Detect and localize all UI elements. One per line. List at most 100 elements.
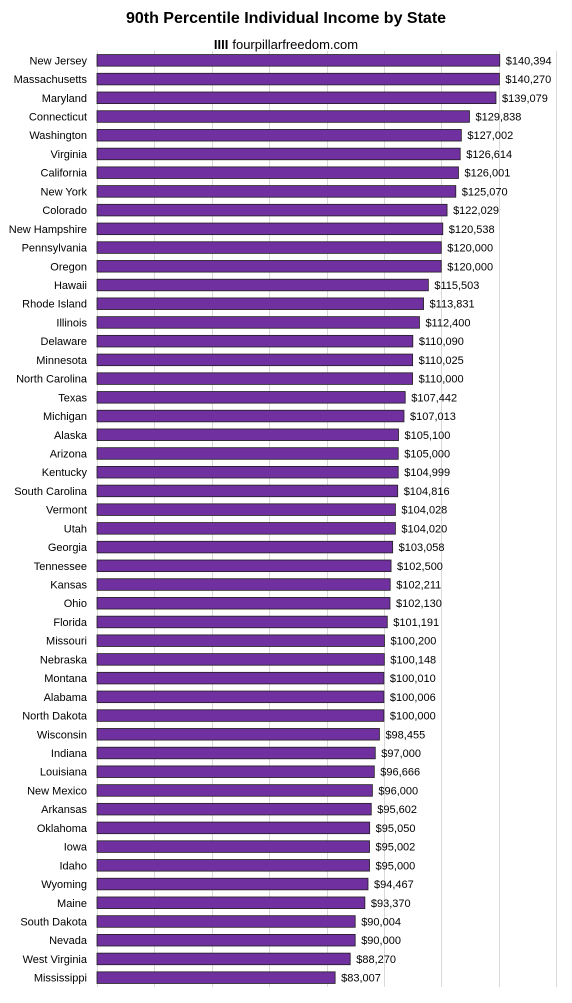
data-label: $112,400 — [425, 317, 470, 329]
bar — [96, 91, 497, 105]
data-label: $95,602 — [377, 804, 417, 816]
category-label: Massachusetts — [14, 74, 88, 86]
bar — [96, 746, 376, 760]
bar — [96, 840, 370, 853]
bar — [96, 503, 396, 516]
data-label: $103,058 — [399, 542, 445, 554]
brand-mark-icon: IIII — [213, 37, 229, 52]
bar — [96, 615, 388, 629]
category-label: Kentucky — [42, 467, 88, 479]
bar — [96, 709, 385, 722]
bar — [96, 484, 399, 498]
data-label: $126,001 — [464, 168, 510, 180]
data-label: $101,191 — [393, 617, 439, 629]
category-label: Mississippi — [34, 973, 87, 985]
data-label: $126,614 — [466, 149, 512, 161]
category-label: New York — [41, 186, 88, 198]
data-label: $96,666 — [380, 767, 420, 779]
data-label: $120,000 — [447, 243, 493, 255]
category-label: Wyoming — [41, 879, 87, 891]
category-label: West Virginia — [23, 954, 88, 966]
category-label: Delaware — [41, 336, 87, 348]
data-label: $83,007 — [341, 973, 381, 985]
category-label: Texas — [58, 392, 87, 404]
category-label: Indiana — [51, 748, 88, 760]
category-label: Missouri — [46, 636, 87, 648]
data-label: $100,000 — [390, 711, 436, 723]
category-label: New Jersey — [30, 55, 88, 67]
category-label: Colorado — [42, 205, 87, 217]
data-label: $102,500 — [397, 561, 443, 573]
data-label: $100,010 — [390, 673, 436, 685]
category-label: Washington — [29, 130, 87, 142]
bar — [96, 241, 442, 254]
category-label: Arkansas — [41, 804, 87, 816]
data-label: $97,000 — [381, 748, 421, 760]
bar — [96, 129, 462, 142]
data-label: $102,211 — [396, 580, 441, 592]
category-label: Tennessee — [34, 561, 87, 573]
data-label: $90,004 — [361, 916, 401, 928]
bar — [96, 353, 414, 367]
bar — [96, 147, 461, 161]
bar — [96, 54, 501, 67]
bar — [96, 260, 442, 273]
bar — [96, 447, 399, 460]
data-label: $140,394 — [506, 55, 552, 67]
bar — [96, 297, 424, 310]
category-label: South Carolina — [14, 486, 88, 498]
bar — [96, 859, 370, 872]
bar — [96, 934, 356, 947]
bar — [96, 765, 375, 778]
bar — [96, 522, 396, 535]
category-label: Georgia — [48, 542, 88, 554]
data-label: $107,442 — [411, 392, 457, 404]
category-label: Montana — [44, 673, 88, 685]
data-label: $127,002 — [467, 130, 513, 142]
category-label: Iowa — [64, 842, 88, 854]
category-label: Utah — [64, 523, 87, 535]
category-label: Nevada — [49, 935, 88, 947]
bar — [96, 597, 391, 610]
category-label: Louisiana — [40, 767, 88, 779]
data-label: $102,130 — [396, 598, 442, 610]
category-label: Wisconsin — [37, 729, 87, 741]
bar — [96, 72, 500, 86]
data-label: $94,467 — [374, 879, 414, 891]
category-label: North Dakota — [22, 711, 88, 723]
category-label: New Mexico — [27, 785, 87, 797]
bar — [96, 391, 406, 404]
bar — [96, 671, 385, 685]
data-label: $100,200 — [390, 636, 436, 648]
bar — [96, 690, 385, 704]
category-label: Pennsylvania — [22, 243, 88, 255]
data-label: $96,000 — [378, 785, 418, 797]
data-label: $120,538 — [449, 224, 495, 236]
data-label: $110,025 — [419, 355, 464, 367]
data-label: $95,002 — [376, 842, 416, 854]
data-label: $95,000 — [376, 860, 416, 872]
data-label: $95,050 — [376, 823, 416, 835]
bar — [96, 728, 380, 741]
bar — [96, 540, 394, 554]
data-label: $125,070 — [462, 186, 508, 198]
category-label: Alabama — [44, 692, 88, 704]
data-label: $100,006 — [390, 692, 436, 704]
category-label: Idaho — [59, 860, 87, 872]
category-label: North Carolina — [16, 374, 88, 386]
category-label: Alaska — [54, 430, 88, 442]
data-label: $140,270 — [505, 74, 551, 86]
data-label: $100,148 — [390, 654, 436, 666]
data-label: $93,370 — [371, 898, 411, 910]
bar — [96, 877, 369, 891]
bar — [96, 784, 373, 797]
data-label: $104,999 — [404, 467, 450, 479]
category-label: Rhode Island — [22, 299, 87, 311]
category-label: Minnesota — [36, 355, 88, 367]
bar — [96, 409, 405, 423]
bar — [96, 821, 371, 835]
category-label: California — [41, 168, 88, 180]
category-label: Nebraska — [40, 654, 88, 666]
bar — [96, 222, 444, 236]
